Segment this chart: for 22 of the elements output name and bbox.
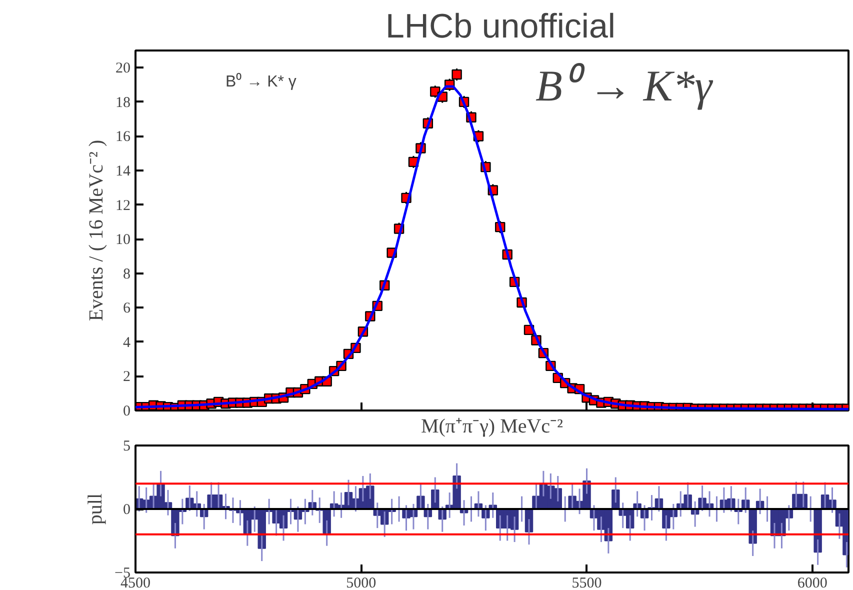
y-tick-label: 2 [123,369,130,386]
y-tick-label: 8 [123,266,130,282]
y-tick-label: 16 [116,129,131,146]
y-axis-title: pull [84,493,107,525]
annotation: B⁰ → K* γ [226,72,296,90]
annotation: B⁰ → K*γ [536,62,714,110]
y-tick-label: 4 [123,334,131,351]
y-axis-title: Events / ( 16 MeVc⁻² ) [86,140,108,322]
y-tick-label: 10 [116,232,130,248]
x-axis-title: M(π⁺π⁻γ) MeVc⁻² [420,416,564,438]
y-tick-label: 0 [123,502,130,518]
y-tick-label: 20 [116,60,130,77]
x-tick-label: 5000 [346,576,376,590]
chart-title: LHCb unofficial [386,8,616,46]
y-tick-label: 5 [123,438,130,454]
y-tick-label: 6 [123,300,131,317]
x-tick-label: 5500 [572,576,602,590]
y-tick-label: 12 [116,198,130,214]
y-tick-label: 18 [116,94,130,111]
y-tick-label: 0 [123,404,130,420]
y-tick-label: 14 [116,164,131,180]
x-tick-label: 6000 [797,576,828,590]
